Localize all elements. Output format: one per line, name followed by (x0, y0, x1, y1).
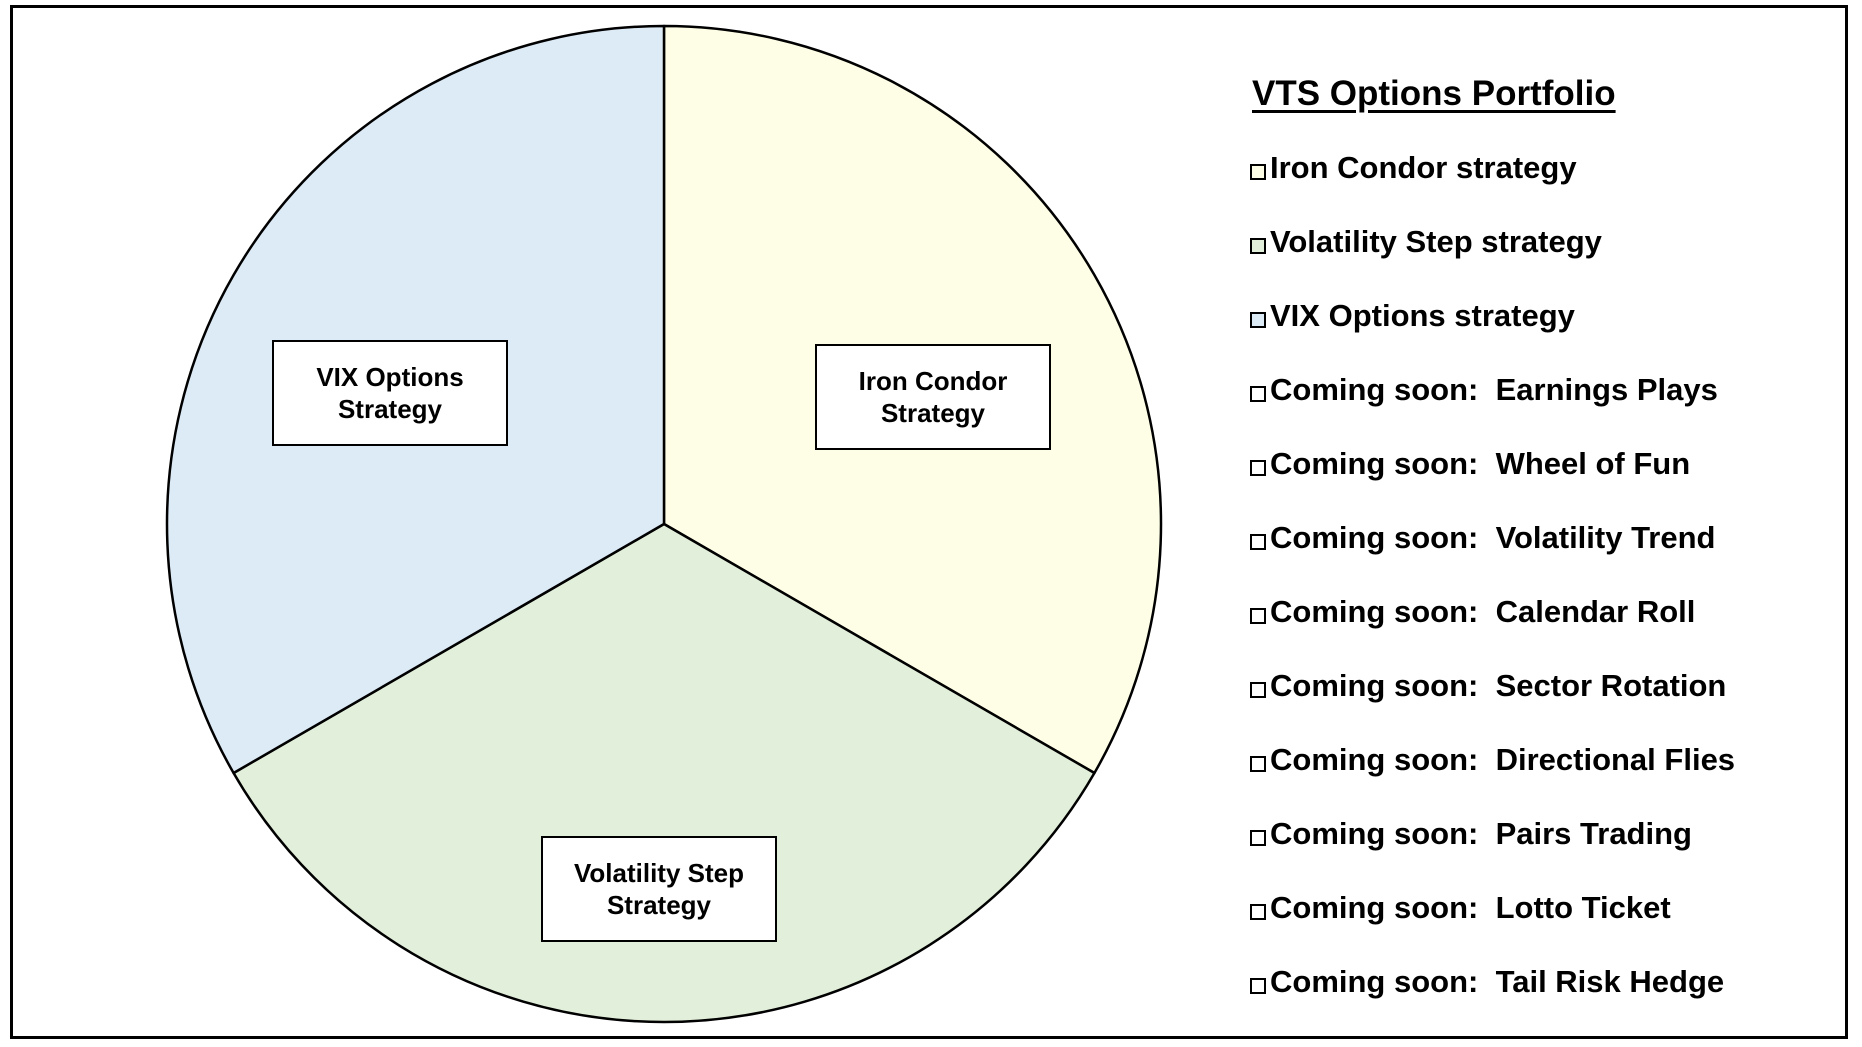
chart-frame (10, 5, 1848, 1039)
slice-label-vix-options: VIX Options Strategy (272, 340, 508, 446)
legend-swatch (1250, 312, 1266, 328)
legend-item: Coming soon: Earnings Plays (1250, 370, 1735, 444)
legend-item: Volatility Step strategy (1250, 222, 1735, 296)
legend-label: Iron Condor strategy (1270, 150, 1577, 185)
legend-swatch (1250, 534, 1266, 550)
legend-swatch (1250, 904, 1266, 920)
legend-swatch (1250, 756, 1266, 772)
legend-item: Coming soon: Pairs Trading (1250, 814, 1735, 888)
legend-label: Coming soon: Pairs Trading (1270, 816, 1692, 851)
legend-item: Coming soon: Sector Rotation (1250, 666, 1735, 740)
legend-item: Coming soon: Lotto Ticket (1250, 888, 1735, 962)
legend-label: Coming soon: Lotto Ticket (1270, 890, 1671, 925)
legend-swatch (1250, 978, 1266, 994)
legend-label: Coming soon: Calendar Roll (1270, 594, 1696, 629)
legend-swatch (1250, 830, 1266, 846)
legend-swatch (1250, 608, 1266, 624)
legend-label: Coming soon: Earnings Plays (1270, 372, 1718, 407)
legend: Iron Condor strategy Volatility Step stra… (1250, 148, 1735, 1036)
legend-item: Coming soon: Volatility Trend (1250, 518, 1735, 592)
legend-label: Coming soon: Tail Risk Hedge (1270, 964, 1725, 999)
chart-title: VTS Options Portfolio (1252, 74, 1616, 113)
slice-label-volatility-step: Volatility Step Strategy (541, 836, 777, 942)
legend-swatch (1250, 460, 1266, 476)
legend-item: Coming soon: Directional Flies (1250, 740, 1735, 814)
legend-swatch (1250, 386, 1266, 402)
legend-swatch (1250, 238, 1266, 254)
legend-label: Coming soon: Volatility Trend (1270, 520, 1716, 555)
legend-swatch (1250, 164, 1266, 180)
legend-item: Iron Condor strategy (1250, 148, 1735, 222)
legend-label: Coming soon: Directional Flies (1270, 742, 1736, 777)
slice-label-iron-condor: Iron Condor Strategy (815, 344, 1051, 450)
legend-label: Volatility Step strategy (1270, 224, 1602, 259)
legend-item: Coming soon: Calendar Roll (1250, 592, 1735, 666)
legend-swatch (1250, 682, 1266, 698)
legend-item: VIX Options strategy (1250, 296, 1735, 370)
legend-label: Coming soon: Sector Rotation (1270, 668, 1727, 703)
legend-item: Coming soon: Wheel of Fun (1250, 444, 1735, 518)
legend-label: Coming soon: Wheel of Fun (1270, 446, 1691, 481)
legend-label: VIX Options strategy (1270, 298, 1575, 333)
pie-slice-volatility-step-strategy (232, 522, 1096, 1024)
legend-item: Coming soon: Tail Risk Hedge (1250, 962, 1735, 1036)
